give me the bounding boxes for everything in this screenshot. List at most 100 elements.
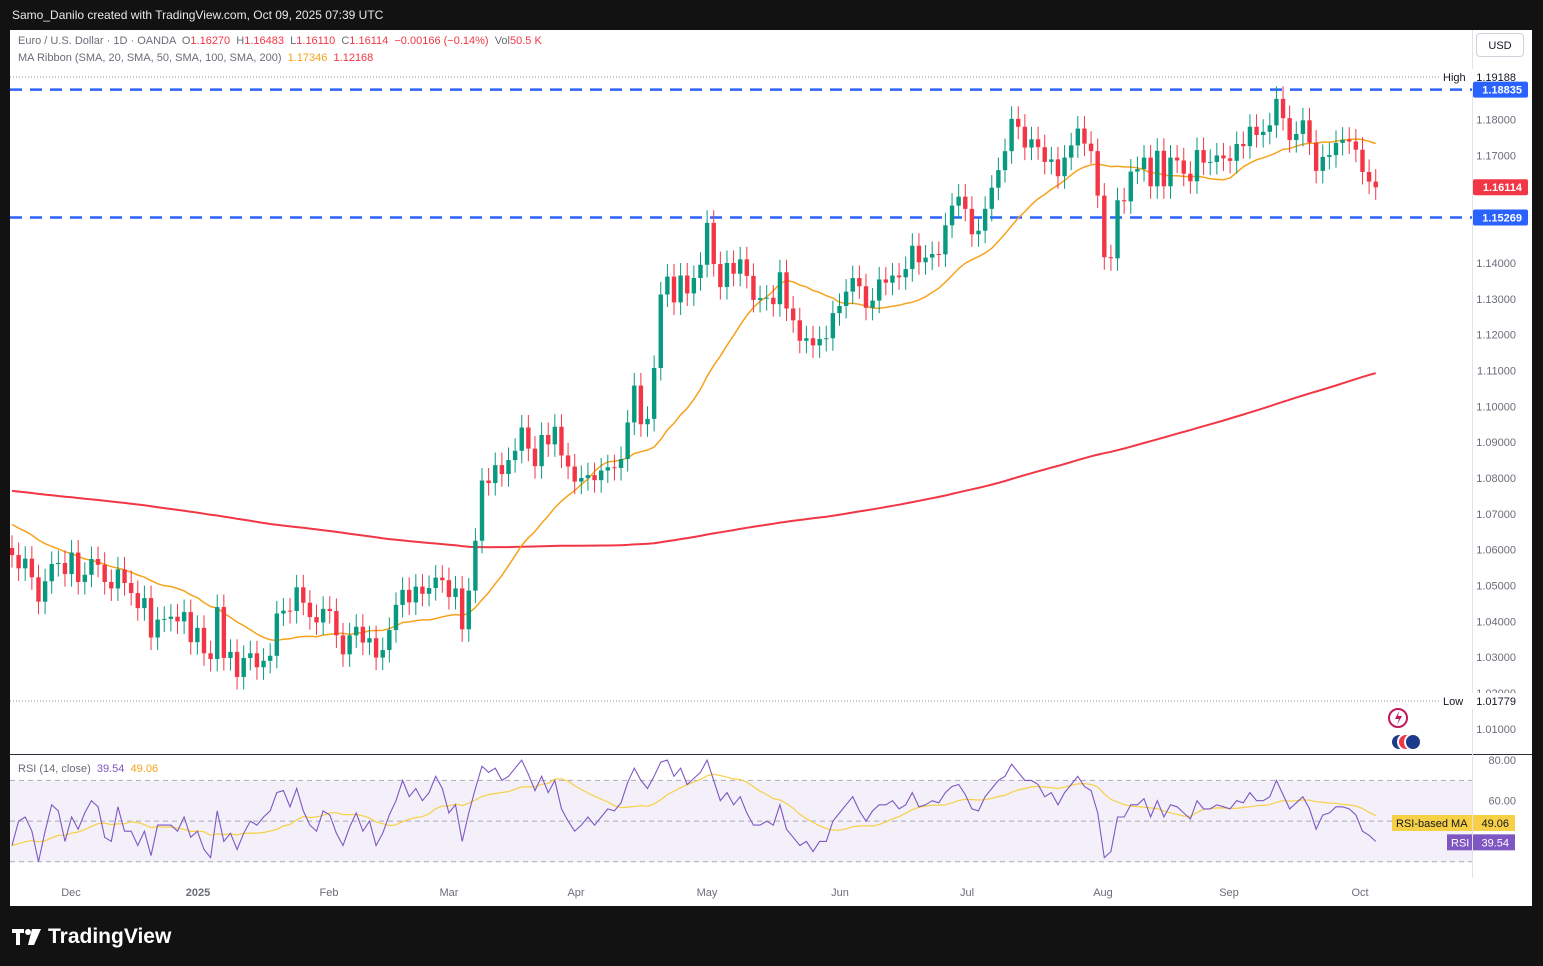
candle-body [486, 480, 491, 484]
price-tick-label: 1.08000 [1476, 473, 1516, 485]
candle-body [446, 580, 452, 598]
candle-body [824, 338, 829, 340]
candle-body [1042, 147, 1047, 162]
candle-body [1095, 151, 1100, 196]
candle-body [592, 475, 597, 481]
candle-body [1181, 160, 1186, 174]
x-axis-label: Feb [320, 887, 339, 899]
candle-body [162, 618, 167, 620]
candle-body [704, 222, 710, 265]
candle-body [420, 586, 425, 594]
x-axis-label: Jun [831, 887, 849, 899]
candle-body [751, 275, 756, 300]
candle-body [1360, 149, 1365, 172]
rsi-tag-label: RSI [1451, 837, 1469, 849]
symbol-name[interactable]: Euro / U.S. Dollar · 1D · OANDA [18, 35, 176, 47]
candle-body [155, 619, 160, 638]
ohlc-open: O1.16270 [181, 35, 231, 47]
candle-body [738, 259, 743, 274]
candle-body [1135, 169, 1140, 172]
candle-body [969, 208, 975, 235]
chart-canvas[interactable]: 1.200001.180001.170001.140001.130001.120… [10, 30, 1532, 906]
candle-body [579, 478, 584, 482]
candle-body [1174, 157, 1180, 161]
price-tick-label: 1.05000 [1476, 581, 1516, 593]
candle-body [1221, 155, 1226, 159]
candle-body [433, 577, 438, 589]
rsi-tick-label: 80.00 [1488, 755, 1516, 767]
candle-body [1260, 131, 1266, 136]
rsi-label[interactable]: RSI (14, close) [18, 763, 91, 775]
candle-body [1247, 126, 1253, 147]
candle-body [506, 460, 511, 475]
candle-body [598, 470, 604, 481]
candle-body [301, 587, 306, 603]
price-tick-label: 1.07000 [1476, 509, 1516, 521]
candle-body [1320, 156, 1325, 171]
candle-body [16, 555, 21, 569]
candle-body [810, 338, 816, 346]
candle-body [671, 276, 677, 303]
rsi-tag-value: 39.54 [1481, 837, 1509, 849]
candle-body [56, 562, 61, 565]
candle-body [896, 275, 902, 278]
rsi-ma-tag-label: RSI-based MA [1396, 818, 1468, 830]
level-tag-text: 1.18835 [1482, 85, 1522, 97]
x-axis-label: Sep [1219, 887, 1239, 899]
candle-body [1313, 142, 1319, 171]
candle-body [830, 313, 836, 339]
candle-body [1055, 159, 1061, 177]
candle-body [334, 610, 339, 636]
candle-body [426, 588, 432, 594]
candle-body [188, 612, 193, 643]
candles-group [10, 86, 1378, 690]
candle-body [499, 465, 505, 475]
footer: TradingView [0, 906, 1543, 966]
candle-body [539, 435, 544, 467]
candle-body [135, 593, 140, 609]
candle-body [1274, 98, 1279, 126]
candle-body [1009, 118, 1014, 152]
price-tick-label: 1.01000 [1476, 724, 1516, 736]
candle-body [1155, 150, 1160, 187]
candle-body [757, 298, 763, 300]
candle-body [407, 589, 412, 603]
candle-body [665, 276, 670, 295]
price-tick-label: 1.09000 [1476, 437, 1516, 449]
candle-body [82, 574, 88, 582]
candle-body [771, 297, 776, 305]
attribution-bar: Samo_Danilo created with TradingView.com… [0, 0, 1543, 30]
candle-body [76, 552, 81, 582]
candle-body [1088, 143, 1094, 152]
low-label-bg [1440, 692, 1526, 709]
candle-body [413, 586, 419, 603]
candle-body [956, 196, 961, 206]
candle-body [625, 422, 630, 460]
candle-body [473, 540, 478, 591]
candle-body [698, 264, 703, 279]
chart-frame[interactable]: 1.200001.180001.170001.140001.130001.120… [10, 30, 1532, 906]
candle-body [691, 278, 697, 294]
high-label: High [1443, 72, 1466, 84]
price-tick-label: 1.12000 [1476, 330, 1516, 342]
candle-body [347, 635, 352, 655]
currency-button[interactable]: USD [1476, 33, 1524, 57]
candle-body [400, 589, 405, 605]
candle-body [903, 269, 908, 278]
tradingview-logo[interactable]: TradingView [12, 925, 171, 949]
candle-body [128, 583, 134, 594]
x-axis-label: Oct [1351, 887, 1368, 899]
candle-body [1029, 139, 1034, 148]
candle-body [1307, 120, 1312, 143]
candle-body [632, 385, 637, 423]
rsi-line [11, 758, 1377, 862]
rsi-ma-tag-label-bg [1392, 814, 1472, 831]
candle-body [1121, 200, 1127, 202]
candle-body [678, 275, 683, 303]
candle-body [479, 480, 485, 541]
candle-body [340, 635, 346, 655]
candle-body [1035, 139, 1041, 148]
ma-ribbon-label[interactable]: MA Ribbon (SMA, 20, SMA, 50, SMA, 100, S… [18, 52, 282, 64]
candle-body [234, 651, 240, 677]
candle-body [175, 616, 180, 622]
